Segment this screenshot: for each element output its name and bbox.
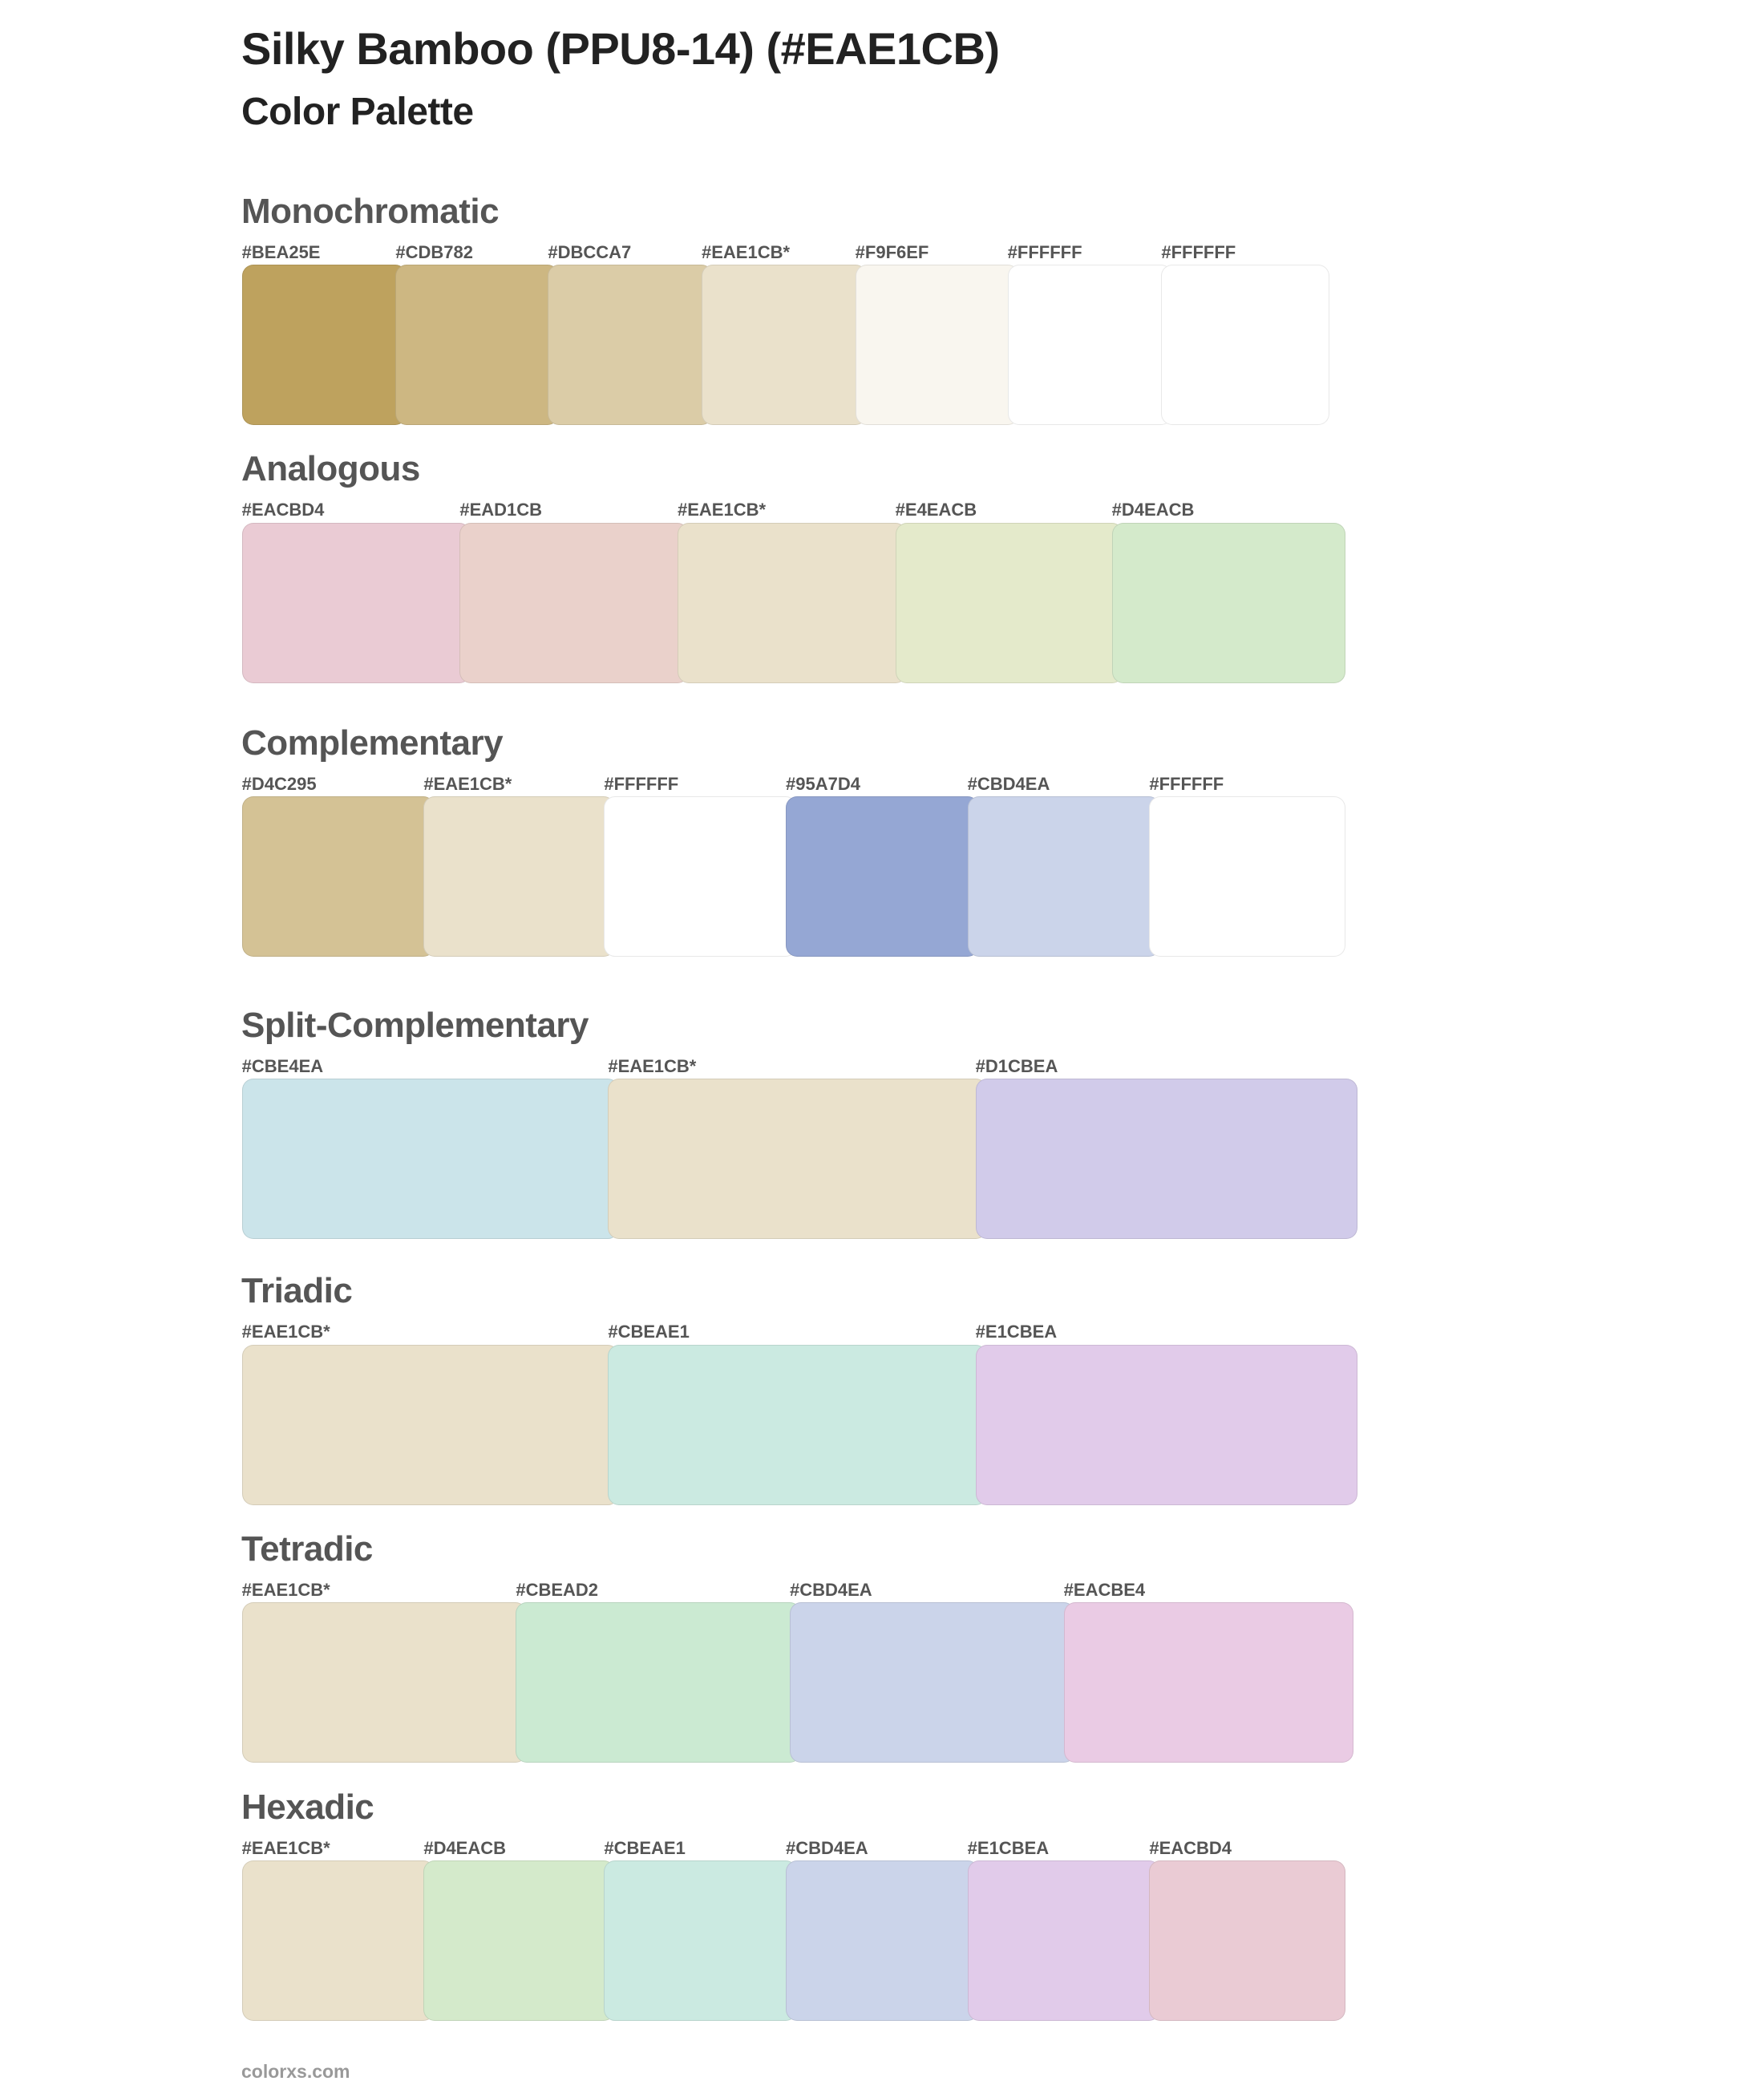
section-heading-monochromatic: Monochromatic [241, 191, 500, 231]
swatch-label: #EACBD4 [1149, 1837, 1232, 1858]
page-title: Silky Bamboo (PPU8-14) (#EAE1CB) [241, 23, 1000, 74]
swatch-label: #CDB782 [395, 241, 473, 262]
swatch-label: #EAE1CB* [702, 241, 791, 262]
color-swatch[interactable] [241, 1344, 620, 1505]
color-swatch[interactable] [241, 522, 471, 683]
color-swatch[interactable] [702, 265, 867, 425]
page-subtitle: Color Palette [241, 91, 474, 133]
swatch-label: #BEA25E [241, 241, 321, 262]
swatch-label: #FFFFFF [1007, 241, 1082, 262]
color-swatch[interactable] [608, 1344, 987, 1505]
color-swatch[interactable] [241, 1079, 620, 1239]
swatch-label: #CBD4EA [790, 1580, 872, 1600]
swatch-label: #CBEAE1 [604, 1837, 686, 1858]
color-swatch[interactable] [1161, 265, 1330, 425]
swatch-label: #E4EACB [895, 500, 977, 520]
swatch-label: #CBD4EA [786, 1837, 868, 1858]
color-swatch[interactable] [241, 1602, 528, 1763]
swatch-label: #D1CBEA [975, 1055, 1058, 1076]
color-swatch[interactable] [790, 1602, 1075, 1763]
color-swatch[interactable] [855, 265, 1019, 425]
color-swatch[interactable] [1149, 1860, 1346, 2021]
swatch-label: #EAE1CB* [241, 1580, 330, 1600]
swatch-label: #EAE1CB* [241, 1322, 330, 1342]
swatch-label: #FFFFFF [1161, 241, 1236, 262]
color-swatch[interactable] [1149, 796, 1346, 957]
color-swatch[interactable] [548, 265, 713, 425]
swatch-label: #FFFFFF [604, 774, 679, 794]
color-swatch[interactable] [786, 796, 979, 957]
color-swatch[interactable] [604, 796, 797, 957]
swatch-label: #EACBD4 [241, 500, 325, 520]
color-swatch[interactable] [975, 1344, 1358, 1505]
swatch-label: #EACBE4 [1063, 1580, 1146, 1600]
swatch-label: #D4C295 [241, 774, 317, 794]
swatch-label: #D4EACB [1111, 500, 1195, 520]
swatch-label: #FFFFFF [1149, 774, 1224, 794]
color-swatch[interactable] [967, 1860, 1161, 2021]
color-swatch[interactable] [241, 1860, 435, 2021]
section-heading-tetradic: Tetradic [241, 1529, 373, 1569]
color-swatch[interactable] [967, 796, 1161, 957]
swatch-label: #EAE1CB* [608, 1055, 697, 1076]
section-heading-triadic: Triadic [241, 1271, 353, 1311]
color-swatch[interactable] [241, 265, 407, 425]
color-swatch[interactable] [516, 1602, 801, 1763]
swatch-label: #EAE1CB* [241, 1837, 330, 1858]
color-swatch[interactable] [678, 522, 907, 683]
color-swatch[interactable] [604, 1860, 797, 2021]
color-swatch[interactable] [423, 1860, 616, 2021]
color-swatch[interactable] [423, 796, 616, 957]
swatch-label: #E1CBEA [975, 1322, 1058, 1342]
swatch-label: #EAE1CB* [423, 774, 512, 794]
color-swatch[interactable] [395, 265, 560, 425]
swatch-label: #95A7D4 [786, 774, 860, 794]
section-heading-analogous: Analogous [241, 449, 420, 489]
swatch-label: #CBEAE1 [608, 1322, 690, 1342]
color-swatch[interactable] [608, 1079, 987, 1239]
color-swatch[interactable] [1007, 265, 1173, 425]
swatch-label: #CBE4EA [241, 1055, 324, 1076]
swatch-label: #E1CBEA [967, 1837, 1050, 1858]
color-swatch[interactable] [459, 522, 689, 683]
swatch-label: #CBEAD2 [516, 1580, 599, 1600]
footer-site-link[interactable]: colorxs.com [241, 2061, 350, 2082]
section-heading-hexadic: Hexadic [241, 1787, 374, 1827]
swatch-label: #EAE1CB* [678, 500, 767, 520]
section-heading-complementary: Complementary [241, 723, 504, 763]
section-heading-split-complementary: Split-Complementary [241, 1005, 589, 1045]
swatch-label: #DBCCA7 [548, 241, 632, 262]
swatch-label: #CBD4EA [967, 774, 1050, 794]
color-swatch[interactable] [1111, 522, 1346, 683]
color-swatch[interactable] [1063, 1602, 1354, 1763]
color-swatch[interactable] [786, 1860, 979, 2021]
color-swatch[interactable] [895, 522, 1123, 683]
swatch-label: #EAD1CB [459, 500, 543, 520]
color-swatch[interactable] [241, 796, 435, 957]
color-swatch[interactable] [975, 1079, 1358, 1239]
swatch-label: #F9F6EF [855, 241, 929, 262]
swatch-label: #D4EACB [423, 1837, 507, 1858]
